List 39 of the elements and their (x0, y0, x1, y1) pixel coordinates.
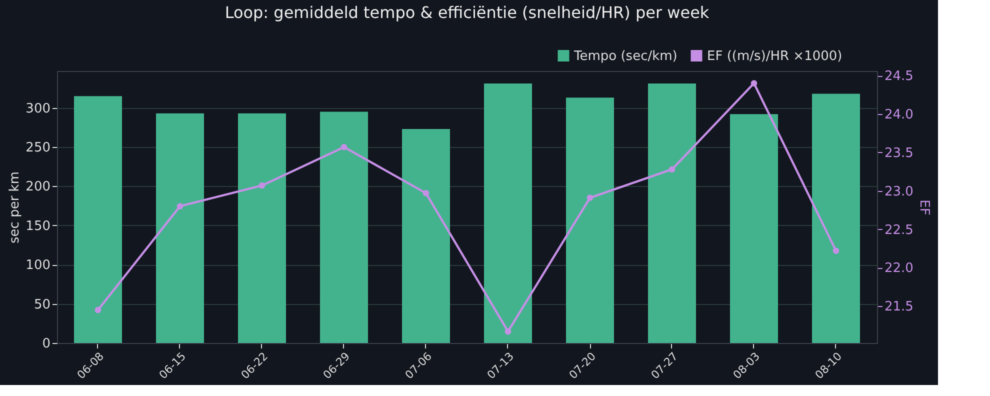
point (832, 248, 840, 254)
y-tick-label: 200 (26, 180, 50, 195)
point (586, 194, 594, 201)
y2-tick-label: 24.0 (884, 108, 914, 123)
bar (238, 113, 286, 343)
y2-tick-label: 23.0 (884, 184, 914, 200)
point (668, 166, 676, 173)
point (750, 80, 758, 86)
y2-tick-label: 24.5 (884, 69, 914, 84)
y-tick-label: 300 (26, 101, 50, 116)
y2-tick-label: 22.0 (884, 261, 914, 276)
bar (648, 84, 696, 343)
legend-label: EF ((m/s)/HR ×1000) (707, 48, 842, 64)
y-tick-label: 100 (26, 258, 50, 274)
bar (812, 94, 860, 343)
bar (74, 96, 122, 343)
bar (320, 112, 368, 343)
point (94, 306, 102, 314)
bar (566, 98, 614, 343)
y-tick-label: 250 (26, 140, 50, 156)
y2-axis-title: EF (916, 200, 932, 216)
bar (156, 113, 204, 343)
y-axis-title: sec per km (8, 172, 23, 244)
y2-tick-label: 23.5 (884, 146, 914, 161)
y-tick-label: 50 (34, 297, 50, 312)
bar (484, 84, 532, 343)
chart-title: Loop: gemiddeld tempo & efficiëntie (snelheid/HR) per week (224, 3, 710, 22)
bar (402, 129, 450, 343)
y-tick-label: 0 (42, 336, 50, 352)
y2-tick-label: 22.5 (884, 222, 914, 238)
point (340, 144, 348, 150)
y-tick-label: 150 (26, 218, 50, 234)
point (422, 190, 430, 196)
point (176, 203, 184, 210)
bar (730, 114, 778, 343)
point (258, 182, 266, 189)
legend-label: Tempo (sec/km) (573, 48, 678, 64)
y2-tick-label: 21.5 (884, 300, 914, 315)
point (504, 328, 512, 335)
